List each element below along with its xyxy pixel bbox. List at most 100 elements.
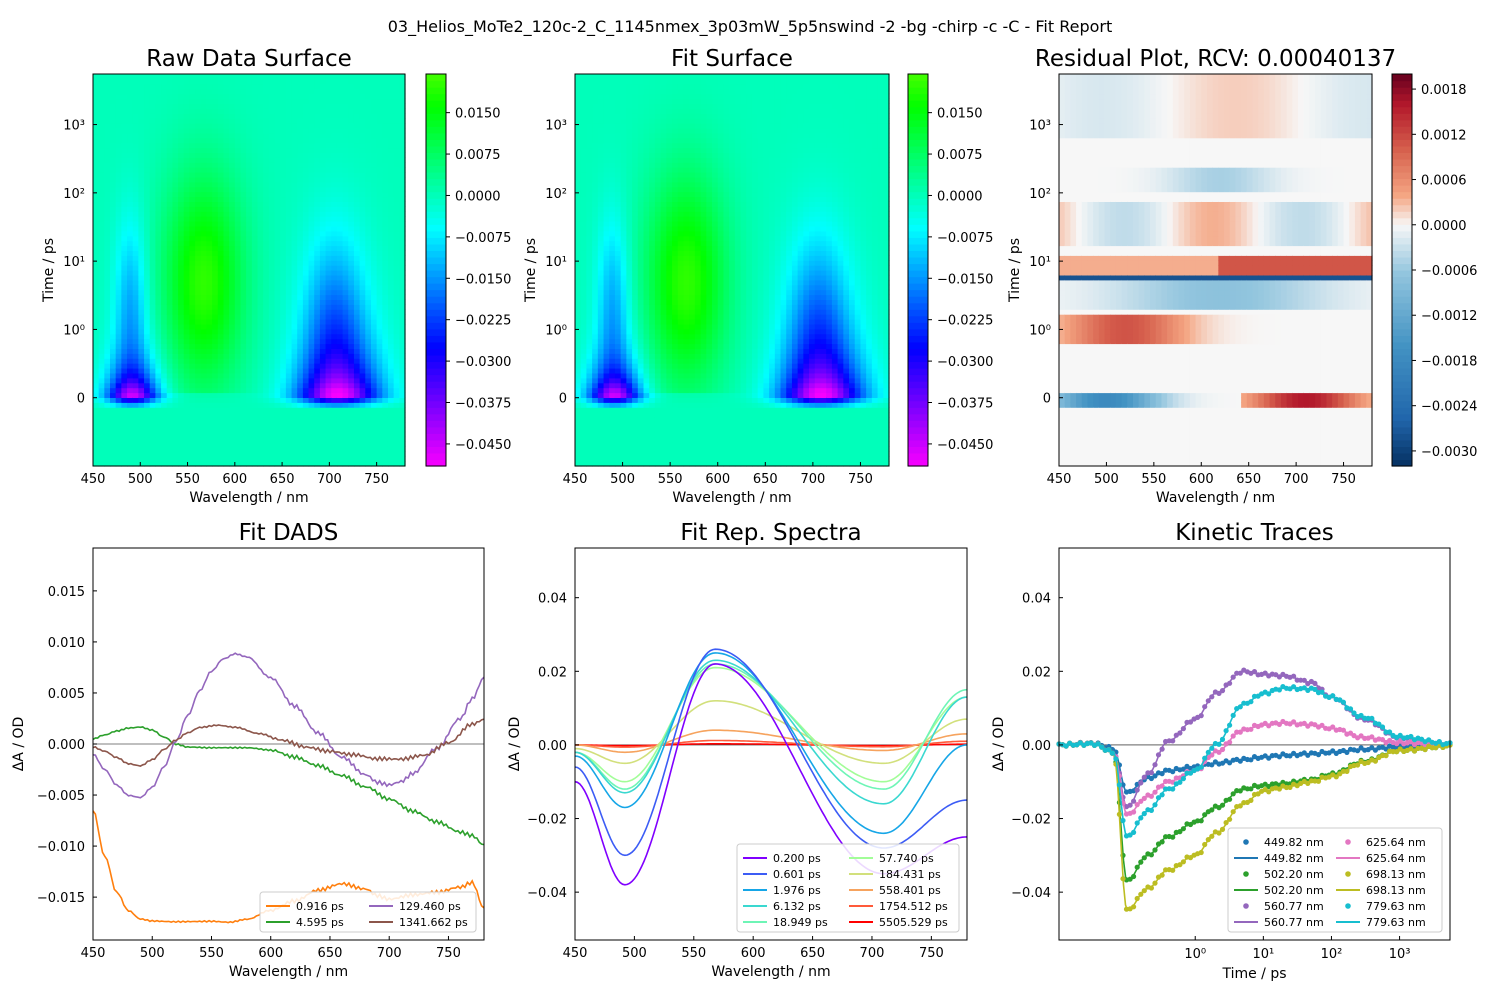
heatmap-cell bbox=[348, 426, 355, 433]
heatmap-cell bbox=[178, 88, 185, 95]
heatmap-cell bbox=[200, 368, 208, 374]
heatmap-cell bbox=[376, 397, 383, 403]
heatmap-cell bbox=[399, 412, 406, 418]
heatmap-cell bbox=[393, 83, 400, 90]
heatmap-cell bbox=[580, 358, 588, 364]
heatmap-cell bbox=[257, 446, 264, 452]
heatmap-cell bbox=[93, 230, 100, 237]
heatmap-cell bbox=[336, 358, 344, 364]
heatmap-cell bbox=[115, 358, 122, 364]
heatmap-cell bbox=[382, 98, 389, 104]
heatmap-cell bbox=[93, 132, 100, 139]
heatmap-cell bbox=[223, 343, 230, 349]
heatmap-cell bbox=[132, 314, 139, 320]
heatmap-cell bbox=[387, 436, 395, 443]
heatmap-cell bbox=[223, 191, 230, 198]
heatmap-cell bbox=[285, 387, 293, 394]
heatmap-cell bbox=[206, 348, 213, 354]
heatmap-cell bbox=[212, 240, 219, 247]
heatmap-cell bbox=[104, 88, 111, 95]
heatmap-cell bbox=[297, 88, 304, 95]
heatmap-cell bbox=[575, 240, 582, 247]
heatmap-cell bbox=[229, 358, 236, 364]
heatmap-cell bbox=[223, 436, 230, 443]
heatmap-cell bbox=[115, 78, 122, 85]
heatmap-cell bbox=[586, 368, 593, 374]
heatmap-cell bbox=[319, 358, 327, 364]
heatmap-cell bbox=[166, 436, 174, 443]
heatmap-cell bbox=[365, 245, 372, 251]
heatmap-cell bbox=[149, 436, 156, 443]
heatmap-cell bbox=[387, 372, 395, 379]
heatmap-cell bbox=[178, 250, 185, 256]
heatmap-cell bbox=[302, 319, 310, 325]
heatmap-cell bbox=[314, 93, 321, 100]
heatmap-cell bbox=[161, 319, 168, 325]
heatmap-cell bbox=[138, 407, 145, 413]
heatmap-cell bbox=[217, 137, 225, 144]
heatmap-cell bbox=[138, 216, 145, 222]
heatmap-cell bbox=[399, 343, 406, 349]
heatmap-cell bbox=[217, 377, 225, 384]
y-tick-label: 0 bbox=[77, 392, 85, 407]
heatmap-cell bbox=[240, 167, 247, 173]
heatmap-cell bbox=[325, 265, 332, 271]
heatmap-cell bbox=[592, 216, 599, 222]
heatmap-cell bbox=[297, 441, 304, 447]
heatmap-cell bbox=[319, 289, 327, 296]
heatmap-cell bbox=[280, 191, 287, 198]
heatmap-cell bbox=[127, 323, 134, 330]
heatmap-cell bbox=[127, 225, 134, 232]
heatmap-cell bbox=[206, 412, 213, 418]
heatmap-cell bbox=[178, 348, 185, 354]
heatmap-cell bbox=[268, 368, 276, 374]
heatmap-cell bbox=[183, 368, 191, 374]
heatmap-cell bbox=[280, 221, 287, 227]
heatmap-cell bbox=[229, 265, 236, 271]
heatmap-cell bbox=[144, 392, 151, 398]
heatmap-cell bbox=[387, 167, 395, 173]
heatmap-cell bbox=[365, 127, 372, 134]
heatmap-cell bbox=[370, 206, 378, 212]
heatmap-cell bbox=[597, 314, 605, 320]
heatmap-cell bbox=[359, 83, 366, 90]
heatmap-cell bbox=[161, 250, 168, 256]
heatmap-cell bbox=[121, 431, 128, 438]
heatmap-cell bbox=[580, 436, 588, 443]
heatmap-cell bbox=[246, 152, 253, 158]
heatmap-cell bbox=[104, 245, 111, 251]
heatmap-cell bbox=[93, 74, 100, 80]
heatmap-cell bbox=[121, 167, 128, 173]
heatmap-cell bbox=[155, 456, 162, 462]
heatmap-cell bbox=[155, 206, 162, 212]
heatmap-cell bbox=[353, 240, 361, 247]
heatmap-cell bbox=[217, 172, 225, 178]
heatmap-cell bbox=[376, 216, 383, 222]
heatmap-cell bbox=[93, 250, 100, 256]
heatmap-cell bbox=[246, 382, 253, 389]
heatmap-cell bbox=[580, 176, 588, 183]
heatmap-cell bbox=[257, 103, 264, 109]
heatmap-cell bbox=[206, 211, 213, 217]
heatmap-cell bbox=[603, 245, 610, 251]
heatmap-cell bbox=[257, 382, 264, 389]
heatmap-cell bbox=[336, 162, 344, 168]
heatmap-cell bbox=[132, 103, 139, 109]
heatmap-cell bbox=[229, 206, 236, 212]
heatmap-cell bbox=[115, 108, 122, 114]
heatmap-cell bbox=[127, 314, 134, 320]
heatmap-cell bbox=[336, 368, 344, 374]
heatmap-cell bbox=[115, 216, 122, 222]
heatmap-cell bbox=[178, 245, 185, 251]
heatmap-cell bbox=[393, 142, 400, 149]
heatmap-cell bbox=[144, 436, 151, 443]
heatmap-cell bbox=[257, 230, 264, 237]
heatmap-cell bbox=[592, 382, 599, 389]
heatmap-cell bbox=[597, 446, 605, 452]
heatmap-cell bbox=[212, 358, 219, 364]
heatmap-cell bbox=[597, 368, 605, 374]
heatmap-cell bbox=[387, 284, 395, 291]
heatmap-cell bbox=[382, 260, 389, 266]
heatmap-cell bbox=[200, 377, 208, 384]
heatmap-cell bbox=[285, 74, 293, 80]
